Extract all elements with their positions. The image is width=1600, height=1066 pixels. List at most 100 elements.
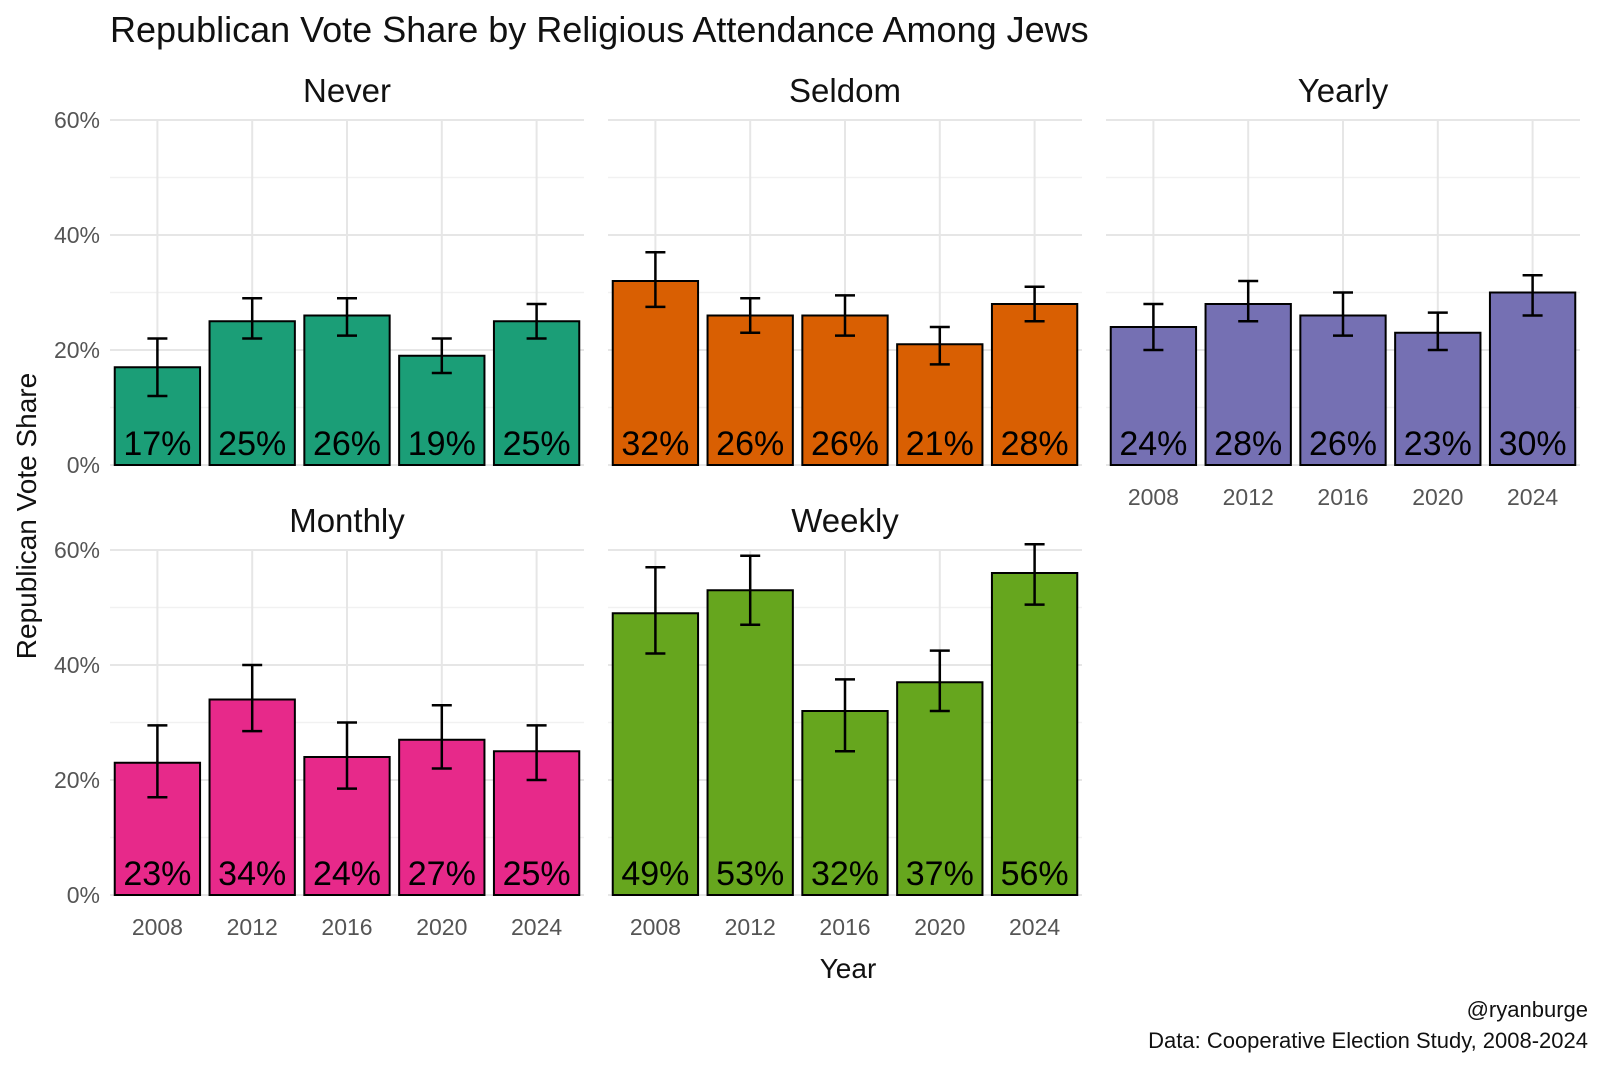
- bar-never-2012: [208, 320, 296, 466]
- y-tick-label: 0%: [67, 882, 100, 908]
- error-bar: [242, 663, 263, 733]
- error-bar: [740, 554, 761, 626]
- data-label: 49%: [621, 855, 689, 893]
- bar-monthly-2008: [113, 761, 202, 896]
- error-bar: [740, 297, 761, 334]
- data-label: 28%: [1001, 425, 1069, 463]
- data-label: 53%: [716, 855, 784, 893]
- error-bar: [1427, 311, 1448, 352]
- data-label: 21%: [906, 425, 974, 463]
- data-label: 56%: [1001, 855, 1069, 893]
- bar-weekly-2016: [801, 710, 889, 896]
- data-label: 26%: [313, 425, 381, 463]
- data-label: 25%: [503, 855, 571, 893]
- error-bar: [431, 337, 452, 375]
- error-bar: [645, 251, 666, 309]
- error-bar: [337, 297, 357, 337]
- bar-weekly-2020: [896, 681, 984, 896]
- y-tick-label: 20%: [54, 767, 100, 793]
- y-tick-label: 60%: [54, 537, 100, 563]
- chart-title: Republican Vote Share by Religious Atten…: [110, 9, 1089, 50]
- data-label: 30%: [1499, 425, 1567, 463]
- x-tick-label: 2012: [227, 914, 278, 940]
- data-label: 26%: [716, 425, 784, 463]
- bar-weekly-2012: [706, 589, 794, 896]
- data-label: 23%: [123, 855, 191, 893]
- bar-seldom-2008: [611, 280, 700, 466]
- data-label: 34%: [218, 855, 286, 893]
- y-axis-title: Republican Vote Share: [11, 373, 42, 659]
- facet-weekly: Weekly 49% 53% 32% 37% 56% 2008 2012 2016 2020 202…: [608, 502, 1082, 940]
- data-label: 24%: [313, 855, 381, 893]
- x-tick-label: 2020: [914, 914, 965, 940]
- data-label: 26%: [1309, 425, 1377, 463]
- error-bar: [431, 704, 452, 770]
- y-tick-label: 40%: [54, 222, 100, 248]
- caption-source: Data: Cooperative Election Study, 2008-2…: [1148, 1028, 1588, 1053]
- bar-weekly-2008: [611, 612, 700, 896]
- error-bar: [337, 721, 357, 790]
- x-tick-label: 2016: [321, 914, 372, 940]
- x-tick-label: 2008: [630, 914, 681, 940]
- error-bar: [1024, 543, 1045, 606]
- data-label: 37%: [906, 855, 974, 893]
- bar-weekly-2024: [990, 572, 1079, 896]
- error-bar: [242, 297, 263, 340]
- data-label: 17%: [123, 425, 191, 463]
- error-bar: [526, 724, 547, 782]
- data-label: 32%: [811, 855, 879, 893]
- bar-yearly-2016: [1299, 314, 1387, 466]
- bar-yearly-2012: [1204, 303, 1292, 466]
- error-bar: [1143, 302, 1164, 352]
- x-tick-label: 2024: [1507, 484, 1558, 510]
- data-label: 28%: [1214, 425, 1282, 463]
- x-tick-label: 2012: [1223, 484, 1274, 510]
- error-bar: [835, 678, 855, 753]
- data-label: 27%: [408, 855, 476, 893]
- data-label: 24%: [1119, 425, 1187, 463]
- error-bar: [835, 294, 855, 337]
- y-tick-label: 60%: [54, 107, 100, 133]
- x-tick-label: 2024: [1009, 914, 1060, 940]
- facet-title-never: Never: [303, 72, 391, 109]
- error-bar: [526, 302, 547, 340]
- facet-yearly: Yearly 24% 28% 26% 23% 30% 2008 2012 2016 2020 202…: [1106, 72, 1580, 510]
- caption-author: @ryanburge: [1467, 997, 1588, 1022]
- data-label: 32%: [621, 425, 689, 463]
- facet-seldom: Seldom 32% 26% 26% 21% 28%: [608, 72, 1082, 466]
- data-label: 23%: [1404, 425, 1472, 463]
- x-tick-label: 2020: [416, 914, 467, 940]
- bar-seldom-2016: [801, 314, 889, 466]
- x-tick-label: 2016: [819, 914, 870, 940]
- error-bar: [1024, 285, 1045, 323]
- bar-seldom-2024: [990, 303, 1079, 466]
- facet-monthly: 0% 20% 40% 60% Monthly 23% 34% 24% 27% 25% 2008 201…: [54, 502, 584, 940]
- y-tick-label: 40%: [54, 652, 100, 678]
- facet-title-monthly: Monthly: [289, 502, 405, 539]
- x-tick-label: 2024: [511, 914, 562, 940]
- facet-never: 0% 20% 40% 60% Never 17% 25% 26% 19% 25%: [54, 72, 584, 478]
- facet-title-weekly: Weekly: [791, 502, 899, 539]
- facet-title-seldom: Seldom: [789, 72, 901, 109]
- error-bar: [645, 566, 666, 655]
- data-label: 19%: [408, 425, 476, 463]
- facet-title-yearly: Yearly: [1298, 72, 1389, 109]
- x-axis-title: Year: [820, 953, 877, 984]
- error-bar: [147, 337, 168, 398]
- error-bar: [147, 724, 168, 799]
- data-label: 25%: [503, 425, 571, 463]
- error-bar: [929, 325, 950, 366]
- data-label: 26%: [811, 425, 879, 463]
- x-tick-label: 2012: [725, 914, 776, 940]
- error-bar: [929, 649, 950, 713]
- y-tick-label: 20%: [54, 337, 100, 363]
- x-tick-label: 2016: [1317, 484, 1368, 510]
- x-tick-label: 2020: [1412, 484, 1463, 510]
- facet-panels: 0% 20% 40% 60% Never 17% 25% 26% 19% 25% Seldom 32%…: [54, 72, 1580, 940]
- error-bar: [1522, 274, 1543, 317]
- bar-seldom-2012: [706, 314, 794, 466]
- y-tick-label: 0%: [67, 452, 100, 478]
- x-tick-label: 2008: [132, 914, 183, 940]
- error-bar: [1238, 279, 1259, 323]
